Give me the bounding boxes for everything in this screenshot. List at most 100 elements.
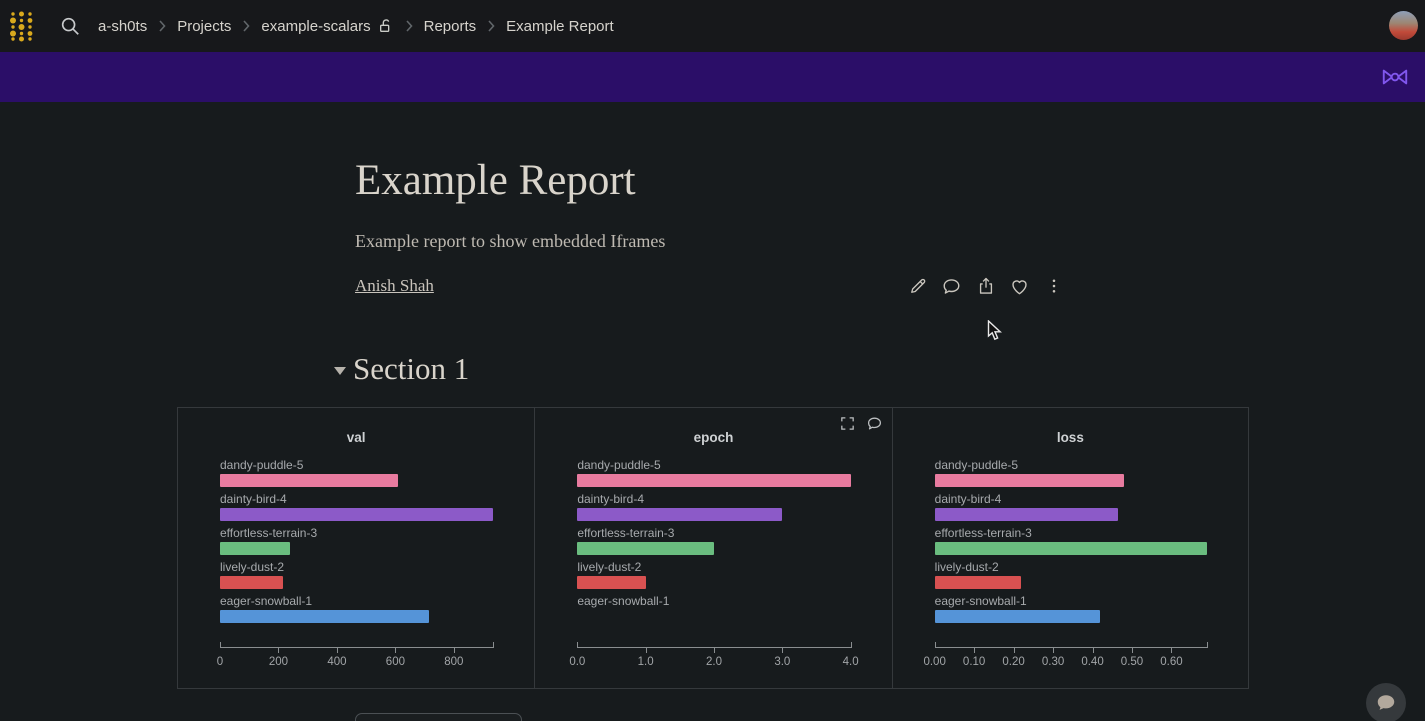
run-label: lively-dust-2 [577,560,642,574]
axis-tick-label: 0.50 [1120,656,1144,668]
report-action-toolbar [907,276,1064,297]
mouse-cursor [987,319,1003,347]
axis-outer-tick [1207,642,1208,648]
share-icon[interactable] [975,276,996,297]
chart-x-axis: 0.00 0.10 0.20 0.30 0.40 0.50 0.60 [923,642,1208,673]
axis-tick [278,648,280,653]
run-bar[interactable] [220,610,430,623]
run-label: dainty-bird-4 [934,492,1002,506]
collapse-caret-icon[interactable] [334,367,346,375]
panel-hover-toolbar [839,415,884,433]
run-label: effortless-terrain-3 [934,526,1032,540]
fullscreen-icon[interactable] [839,415,857,433]
axis-tick [395,648,397,653]
run-bar[interactable] [934,610,1101,623]
run-bar[interactable] [934,576,1022,589]
axis-tick-label: 0.0 [569,656,586,668]
top-navbar: a-sh0ts Projects example-scalars Reports [0,0,1425,52]
like-heart-icon[interactable] [1009,276,1030,297]
chart-run-row: effortless-terrain-3 [934,526,1207,560]
axis-tick [645,648,647,653]
chart-run-row: dandy-puddle-5 [934,458,1207,492]
breadcrumb-current-report[interactable]: Example Report [506,17,614,35]
run-label: eager-snowball-1 [577,594,670,608]
run-label: effortless-terrain-3 [577,526,675,540]
chevron-right-icon [405,20,413,32]
breadcrumb-projects[interactable]: Projects [177,17,232,35]
chart-run-row: lively-dust-2 [220,560,493,594]
breadcrumb: a-sh0ts Projects example-scalars Reports [98,18,614,35]
breadcrumb-entity[interactable]: a-sh0ts [98,17,148,35]
comment-icon[interactable] [941,276,962,297]
axis-tick [974,648,976,653]
run-label: lively-dust-2 [934,560,999,574]
run-label: lively-dust-2 [220,560,285,574]
chart-run-row: dainty-bird-4 [577,492,850,526]
sweep-bowtie-icon[interactable] [1380,64,1410,95]
axis-tick-label: 0.40 [1081,656,1104,668]
chart-panel-loss[interactable]: loss dandy-puddle-5 dainty-bird-4 effortle… [891,407,1249,689]
axis-tick-label: 4.0 [842,656,859,668]
run-bar[interactable] [577,542,714,555]
axis-tick-label: 200 [268,656,289,668]
axis-tick-label: 400 [327,656,347,668]
axis-outer-tick [220,642,221,648]
axis-tick [782,648,784,653]
edit-pencil-icon[interactable] [907,276,928,297]
axis-tick [1053,648,1055,653]
chart-title: loss [1056,430,1084,445]
breadcrumb-project[interactable]: example-scalars [261,17,371,35]
axis-tick [336,648,338,653]
axis-outer-tick [934,642,936,648]
chat-support-button[interactable] [1366,683,1406,721]
chart-title: val [346,430,366,445]
user-avatar[interactable] [1389,11,1418,40]
chart-panel-val[interactable]: val dandy-puddle-5 dainty-bird-4 effortles… [177,407,536,689]
run-bar[interactable] [220,508,494,521]
run-bar[interactable] [577,474,851,487]
run-bar[interactable] [577,508,783,521]
chart-run-row: dainty-bird-4 [934,492,1207,526]
chart-run-row: dandy-puddle-5 [220,458,493,492]
axis-tick-label: 0.30 [1041,656,1065,668]
axis-tick [1171,648,1173,653]
run-bar[interactable] [220,576,283,589]
run-label: dainty-bird-4 [220,492,287,506]
run-label: dandy-puddle-5 [934,458,1019,472]
run-label: effortless-terrain-3 [220,526,318,540]
run-label: dainty-bird-4 [577,492,645,506]
wandb-logo-icon[interactable] [8,9,38,43]
chart-plot-area: dandy-puddle-5 dainty-bird-4 effortless-te… [934,458,1207,628]
chart-panel-epoch[interactable]: epoch dandy-puddle-5 dainty-bird-4 effortl… [534,407,893,689]
run-bar[interactable] [934,508,1119,521]
axis-tick-label: 600 [385,656,405,668]
axis-tick-label: 0.60 [1160,656,1183,668]
chart-x-axis: 0 200 400 600 800 [217,642,495,673]
comment-icon[interactable] [866,415,884,433]
panel-grid: val dandy-puddle-5 dainty-bird-4 effortles… [177,407,1249,689]
author-link[interactable]: Anish Shah [355,276,434,295]
search-icon[interactable] [56,12,84,40]
page-title: Example Report [355,157,636,204]
run-bar[interactable] [934,542,1207,555]
run-bar[interactable] [220,542,291,555]
chevron-right-icon [158,20,166,32]
axis-outer-tick [577,642,579,648]
chart-run-row: lively-dust-2 [577,560,850,594]
axis-outer-tick [493,642,495,648]
breadcrumb-reports[interactable]: Reports [423,17,477,35]
section-title: Section 1 [353,351,470,386]
axis-tick-label: 3.0 [774,656,791,668]
chevron-right-icon [242,20,250,32]
more-kebab-icon[interactable] [1043,276,1064,297]
chart-run-row: eager-snowball-1 [934,594,1207,628]
run-bar[interactable] [934,474,1125,487]
next-block-partial[interactable] [355,713,522,721]
axis-tick-label: 0.00 [923,656,946,668]
run-bar[interactable] [577,576,646,589]
section-header: Section 1 [334,351,469,387]
axis-outer-tick [850,642,852,648]
chart-plot-area: dandy-puddle-5 dainty-bird-4 effortless-te… [220,458,494,628]
run-bar[interactable] [220,474,399,487]
